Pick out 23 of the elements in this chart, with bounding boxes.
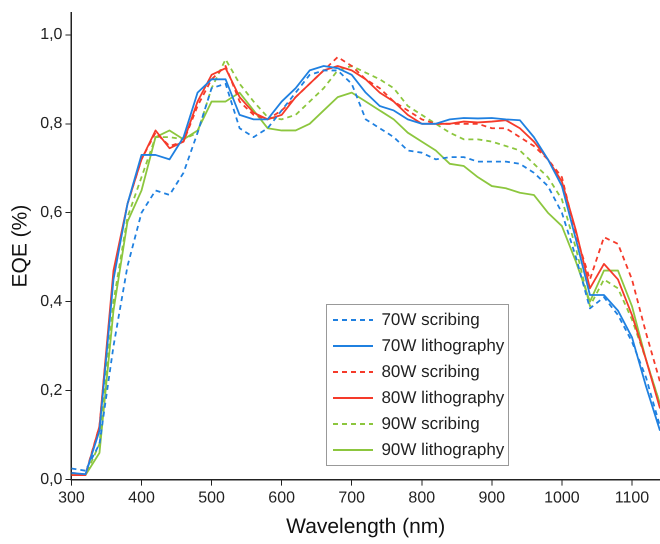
legend-label: 70W scribing <box>381 310 480 330</box>
x-tick-label: 500 <box>198 490 226 507</box>
legend-label: 90W scribing <box>381 414 480 434</box>
legend-label: 80W lithography <box>381 388 504 408</box>
y-tick-label: 0,8 <box>40 115 63 132</box>
x-tick-label: 600 <box>268 490 296 507</box>
x-tick-label: 900 <box>478 490 506 507</box>
x-tick-label: 1000 <box>544 490 580 507</box>
x-tick-label: 1100 <box>614 490 650 507</box>
x-axis-title: Wavelength (nm) <box>286 515 446 538</box>
y-tick-label: 1,0 <box>40 26 63 44</box>
x-tick-label: 700 <box>338 490 366 507</box>
x-tick-label: 300 <box>58 490 85 507</box>
y-axis-title: EQE (%) <box>8 204 32 288</box>
y-tick-label: 0,6 <box>40 204 63 222</box>
x-tick-label: 400 <box>128 490 155 507</box>
y-tick-label: 0,0 <box>40 471 63 488</box>
legend-label: 80W scribing <box>381 362 480 382</box>
legend-label: 70W lithography <box>381 336 504 356</box>
legend-label: 90W lithography <box>381 440 504 460</box>
x-tick-label: 800 <box>408 490 436 507</box>
y-tick-label: 0,2 <box>40 382 63 400</box>
y-tick-label: 0,4 <box>40 293 63 310</box>
